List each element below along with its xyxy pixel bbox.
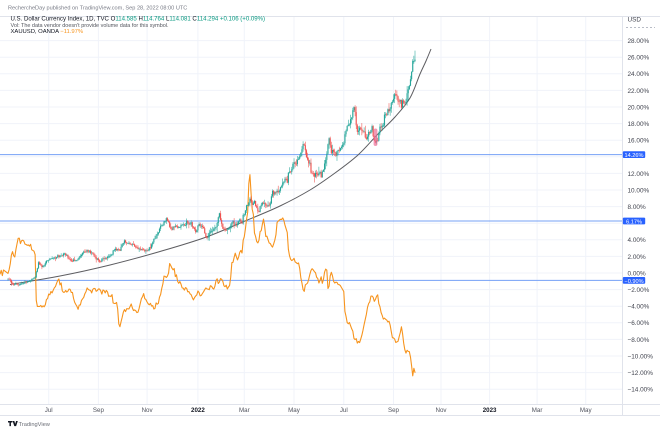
svg-text:28.00%: 28.00% <box>628 38 650 45</box>
svg-text:6.17%: 6.17% <box>626 219 642 225</box>
svg-text:−0.90%: −0.90% <box>624 279 643 285</box>
svg-text:26.00%: 26.00% <box>628 55 650 62</box>
svg-text:2023: 2023 <box>483 407 497 414</box>
svg-text:Nov: Nov <box>435 407 447 414</box>
svg-text:RechercheDay published on Trad: RechercheDay published on TradingView.co… <box>8 6 187 12</box>
svg-text:0.00%: 0.00% <box>628 270 646 277</box>
svg-text:−8.00%: −8.00% <box>628 337 650 344</box>
svg-text:16.00%: 16.00% <box>628 138 650 145</box>
svg-text:12.00%: 12.00% <box>628 171 650 178</box>
svg-text:Nov: Nov <box>142 407 154 414</box>
svg-text:May: May <box>580 407 593 414</box>
svg-text:Sep: Sep <box>93 407 105 414</box>
svg-text:XAUUSD, OANDA −11.97%: XAUUSD, OANDA −11.97% <box>11 29 84 35</box>
svg-text:14.26%: 14.26% <box>625 153 644 159</box>
svg-text:Sep: Sep <box>388 407 400 414</box>
svg-text:May: May <box>288 407 301 414</box>
svg-text:18.00%: 18.00% <box>628 121 650 128</box>
svg-text:2022: 2022 <box>191 407 205 414</box>
svg-text:4.00%: 4.00% <box>628 237 646 244</box>
svg-text:USD: USD <box>628 17 642 24</box>
svg-text:TradingView: TradingView <box>19 422 51 428</box>
svg-text:10.00%: 10.00% <box>628 187 650 194</box>
svg-text:Mar: Mar <box>532 407 543 414</box>
svg-text:−6.00%: −6.00% <box>628 320 650 327</box>
svg-text:−14.00%: −14.00% <box>628 387 654 394</box>
svg-text:22.00%: 22.00% <box>628 88 650 95</box>
svg-text:Jul: Jul <box>45 407 53 414</box>
svg-text:24.00%: 24.00% <box>628 71 650 78</box>
svg-text:Mar: Mar <box>239 407 250 414</box>
svg-text:Jul: Jul <box>340 407 348 414</box>
svg-text:Vol: The data vendor doesn't p: Vol: The data vendor doesn't provide vol… <box>11 23 170 29</box>
svg-text:−12.00%: −12.00% <box>628 370 654 377</box>
svg-text:−4.00%: −4.00% <box>628 304 650 311</box>
svg-text:20.00%: 20.00% <box>628 104 650 111</box>
svg-text:2.00%: 2.00% <box>628 254 646 261</box>
svg-text:−10.00%: −10.00% <box>628 353 654 360</box>
svg-text:−2.00%: −2.00% <box>628 287 650 294</box>
svg-text:8.00%: 8.00% <box>628 204 646 211</box>
svg-text:U.S. Dollar Currency Index, 1D: U.S. Dollar Currency Index, 1D, TVC O114… <box>11 16 266 23</box>
